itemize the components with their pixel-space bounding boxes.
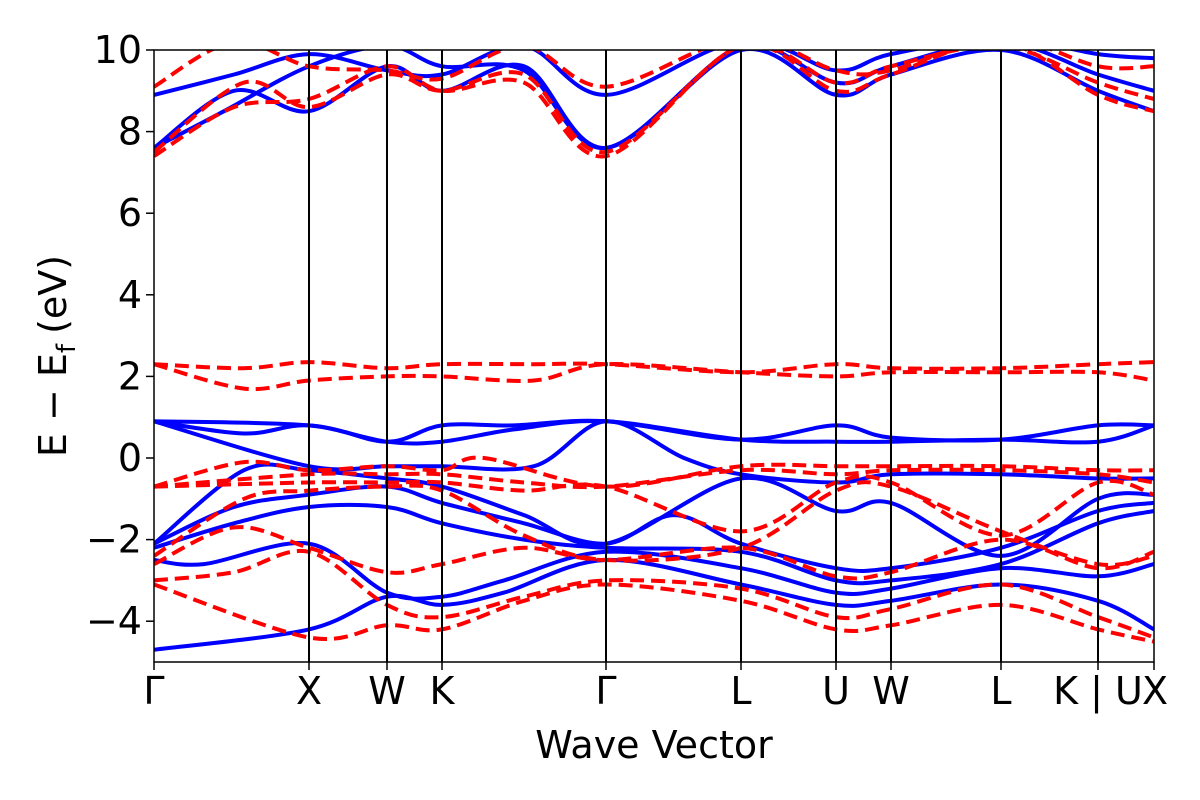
- red-dashed-band-0: [154, 582, 1154, 644]
- red-dashed-band-9: [154, 50, 1154, 159]
- y-axis-title-subscript: f: [52, 343, 82, 353]
- kpoint-label-4: Γ: [595, 669, 616, 713]
- kpoint-label-2: W: [368, 669, 406, 713]
- y-tick-label: 2: [118, 354, 142, 398]
- red-dashed-band-10: [154, 50, 1154, 155]
- y-tick-label: 8: [118, 110, 142, 154]
- y-tick-label: 10: [94, 28, 142, 72]
- blue-solid-band-10: [154, 50, 1154, 150]
- y-tick-label: −2: [86, 518, 142, 562]
- y-tick-label: 0: [118, 436, 142, 480]
- kpoint-label-1: X: [296, 669, 322, 713]
- y-tick-label: 6: [118, 191, 142, 235]
- y-axis-title-main: E − E: [31, 353, 75, 457]
- x-axis-title: Wave Vector: [535, 723, 773, 767]
- y-tick-label: 4: [118, 273, 142, 317]
- bands-layer: [154, 50, 1154, 652]
- y-axis-title: E − Ef (eV): [31, 255, 82, 457]
- kpoint-label-5: L: [730, 669, 751, 713]
- kpoint-label-10: X: [1142, 669, 1168, 713]
- plot-area: [153, 49, 1155, 663]
- y-axis-ticks: −4 −2 0 2 4 6 8 10: [86, 28, 154, 643]
- plot-frame: [153, 49, 1155, 663]
- y-axis-title-unit: (eV): [31, 255, 75, 334]
- blue-solid-band-8: [154, 50, 1154, 150]
- kpoint-lines: [308, 50, 1099, 662]
- blue-solid-band-9: [154, 50, 1154, 97]
- kpoint-label-8: L: [990, 669, 1011, 713]
- kpoint-label-7: W: [872, 669, 910, 713]
- kpoint-label-0: Γ: [143, 669, 164, 713]
- y-tick-label: −4: [86, 599, 142, 643]
- kpoint-label-9: K | U: [1053, 669, 1143, 714]
- kpoint-label-3: K: [430, 669, 456, 713]
- kpoint-label-6: U: [822, 669, 850, 713]
- blue-solid-band-5: [154, 419, 1154, 485]
